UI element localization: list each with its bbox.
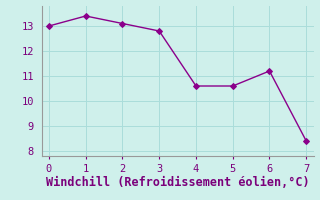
- X-axis label: Windchill (Refroidissement éolien,°C): Windchill (Refroidissement éolien,°C): [46, 176, 309, 189]
